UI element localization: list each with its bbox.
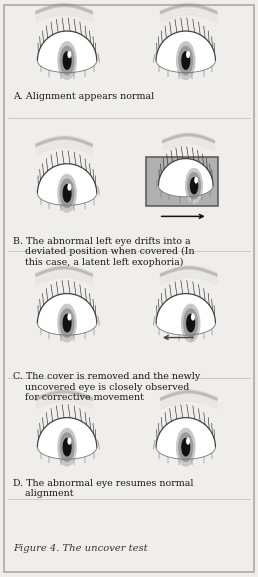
Ellipse shape — [68, 52, 71, 57]
Ellipse shape — [58, 174, 76, 212]
Text: A. Alignment appears normal: A. Alignment appears normal — [13, 92, 154, 102]
Ellipse shape — [68, 185, 71, 190]
Ellipse shape — [186, 168, 202, 203]
Text: D. The abnormal eye resumes normal
    alignment: D. The abnormal eye resumes normal align… — [13, 479, 194, 499]
Ellipse shape — [177, 42, 195, 80]
Ellipse shape — [60, 46, 74, 75]
Ellipse shape — [188, 173, 200, 199]
Ellipse shape — [179, 433, 192, 462]
Polygon shape — [37, 164, 97, 205]
Ellipse shape — [60, 179, 74, 208]
Ellipse shape — [192, 314, 194, 320]
Polygon shape — [158, 159, 213, 197]
Polygon shape — [37, 31, 97, 73]
Ellipse shape — [177, 428, 195, 466]
Polygon shape — [37, 418, 97, 459]
Polygon shape — [37, 294, 97, 335]
Text: Figure 4. The uncover test: Figure 4. The uncover test — [13, 544, 148, 553]
Ellipse shape — [187, 314, 195, 332]
Ellipse shape — [182, 439, 190, 456]
Ellipse shape — [182, 304, 200, 342]
Ellipse shape — [58, 428, 76, 466]
Ellipse shape — [187, 52, 189, 57]
Ellipse shape — [182, 52, 190, 69]
Ellipse shape — [60, 309, 74, 338]
Ellipse shape — [60, 433, 74, 462]
Ellipse shape — [63, 314, 71, 332]
Ellipse shape — [68, 439, 71, 444]
Ellipse shape — [63, 52, 71, 69]
Ellipse shape — [179, 46, 192, 75]
Text: B. The abnormal left eye drifts into a
    deviated position when covered (In
  : B. The abnormal left eye drifts into a d… — [13, 237, 195, 267]
Text: C. The cover is removed and the newly
    uncovered eye is closely observed
    : C. The cover is removed and the newly un… — [13, 372, 200, 402]
Polygon shape — [156, 418, 215, 459]
Ellipse shape — [190, 178, 198, 194]
Ellipse shape — [58, 42, 76, 80]
Ellipse shape — [184, 309, 197, 338]
Ellipse shape — [195, 178, 197, 183]
Ellipse shape — [58, 304, 76, 342]
Ellipse shape — [63, 185, 71, 202]
Ellipse shape — [63, 439, 71, 456]
Ellipse shape — [187, 439, 189, 444]
Polygon shape — [156, 31, 215, 73]
Polygon shape — [156, 294, 215, 335]
FancyBboxPatch shape — [146, 157, 218, 206]
Ellipse shape — [68, 314, 71, 320]
